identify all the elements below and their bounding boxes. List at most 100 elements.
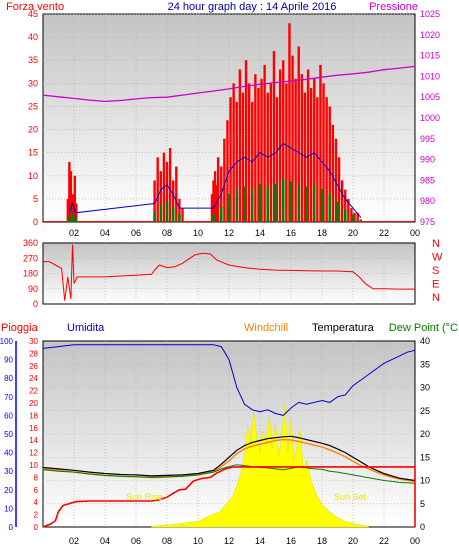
rain-time-tick-label: 08 xyxy=(162,536,172,546)
humidity-tick-label: 100 xyxy=(0,337,14,346)
pressure-line xyxy=(42,65,416,103)
solar-radiation-series xyxy=(151,404,369,528)
rain-time-tick-label: 12 xyxy=(224,536,234,546)
rain-axis-label: Pioggia xyxy=(1,322,39,334)
temperature-tick-label: 15 xyxy=(420,452,430,462)
humidity-tick-label: 50 xyxy=(4,430,13,439)
temperature-tick-label: 25 xyxy=(420,406,430,416)
pressure-tick-label: 990 xyxy=(420,155,435,165)
rain-tick-label: 20 xyxy=(29,399,38,408)
rain-tick-label: 8 xyxy=(34,473,39,482)
wind-speed-ticks: 0 5 10 15 20 25 30 35 40 45 xyxy=(28,9,38,227)
temperature-tick-label: 0 xyxy=(420,522,425,532)
direction-grid xyxy=(43,243,415,304)
mean-wind-series xyxy=(68,142,362,218)
pressure-tick-label: 1025 xyxy=(420,9,440,19)
wind-time-tick-label: 20 xyxy=(348,228,358,238)
windchill-label: Windchill xyxy=(244,322,288,334)
temperature-tick-label: 40 xyxy=(420,336,430,346)
wind-time-tick-label: 02 xyxy=(69,228,79,238)
pressure-ticks: 975 980 985 990 995 1000 1005 1010 1015 1020 1025 xyxy=(420,9,440,227)
rain-line xyxy=(42,466,415,528)
rain-tick-label: 26 xyxy=(29,362,38,371)
wind-tick-label: 15 xyxy=(28,148,38,158)
rain-tick-label: 22 xyxy=(29,387,38,396)
humidity-tick-label: 30 xyxy=(4,467,13,476)
wind-pressure-panel: Forza vento 24 hour graph day : 14 April… xyxy=(6,1,440,238)
rain-time-ticks: 02 04 06 08 10 12 14 16 18 20 22 00 xyxy=(69,536,420,546)
pressure-tick-label: 1000 xyxy=(420,113,440,123)
wind-time-tick-label: 22 xyxy=(379,228,389,238)
wind-tick-label: 45 xyxy=(28,9,38,19)
wind-tick-label: 20 xyxy=(28,125,38,135)
sunrise-annotation: Sun Rise xyxy=(126,492,163,502)
rain-time-tick-label: 14 xyxy=(255,536,265,546)
humidity-tick-label: 10 xyxy=(4,504,13,513)
rain-series xyxy=(42,466,416,528)
dewpoint-series xyxy=(42,464,416,484)
humidity-series xyxy=(42,344,416,416)
temperature-tick-label: 10 xyxy=(420,476,430,486)
rain-time-tick-label: 22 xyxy=(379,536,389,546)
wind-time-tick-label: 06 xyxy=(131,228,141,238)
temperature-tick-label: 35 xyxy=(420,359,430,369)
rain-tick-label: 4 xyxy=(34,498,39,507)
wind-tick-label: 0 xyxy=(33,217,38,227)
pressure-tick-label: 1020 xyxy=(420,30,440,40)
direction-ticks: 0 90 180 270 360 xyxy=(23,238,38,309)
direction-tick-label: 180 xyxy=(23,269,38,279)
humidity-tick-label: 0 xyxy=(9,523,14,532)
direction-tick-label: 0 xyxy=(33,299,38,309)
compass-label: S xyxy=(432,265,439,277)
rain-tick-label: 28 xyxy=(29,349,38,358)
compass-label: N xyxy=(432,292,440,304)
rain-time-tick-label: 18 xyxy=(317,536,327,546)
rain-time-tick-label: 04 xyxy=(100,536,110,546)
rain-tick-label: 6 xyxy=(34,486,39,495)
humidity-ticks: 0 10 20 30 40 50 60 70 80 90 100 xyxy=(0,337,17,532)
wind-direction-line xyxy=(43,244,415,301)
rain-time-tick-label: 00 xyxy=(410,536,420,546)
wind-tick-label: 5 xyxy=(33,194,38,204)
temperature-label: Temperatura xyxy=(312,322,375,334)
rain-tick-label: 0 xyxy=(34,523,39,532)
wind-speed-axis-label: Forza vento xyxy=(6,1,64,13)
wind-pressure-plot-area xyxy=(42,13,416,223)
wind-tick-label: 40 xyxy=(28,32,38,42)
direction-tick-label: 360 xyxy=(23,238,38,248)
humidity-tick-label: 70 xyxy=(4,393,13,402)
temperature-tick-label: 5 xyxy=(420,499,425,509)
humidity-tick-label: 80 xyxy=(4,374,13,383)
pressure-tick-label: 980 xyxy=(420,196,435,206)
dewpoint-line xyxy=(42,464,416,484)
compass-label: N xyxy=(432,238,440,250)
rain-tick-label: 12 xyxy=(29,449,38,458)
wind-time-tick-label: 18 xyxy=(317,228,327,238)
wind-time-ticks: 02 04 06 08 10 12 14 16 18 20 22 00 xyxy=(69,228,420,238)
rain-humidity-temperature-panel: Pioggia Umidita Windchill Temperatura De… xyxy=(0,322,458,546)
compass-label: W xyxy=(432,252,443,264)
rain-tick-label: 2 xyxy=(34,511,39,520)
solar-area xyxy=(151,404,369,528)
sunset-annotation: Sun Set xyxy=(334,492,367,502)
temperature-tick-label: 30 xyxy=(420,383,430,393)
wind-pressure-grid xyxy=(43,13,415,222)
wind-tick-label: 35 xyxy=(28,55,38,65)
compass-label: E xyxy=(432,279,439,291)
humidity-tick-label: 60 xyxy=(4,411,13,420)
wind-time-tick-label: 08 xyxy=(162,228,172,238)
direction-tick-label: 270 xyxy=(23,253,38,263)
humidity-axis-label: Umidita xyxy=(67,322,105,334)
pressure-tick-label: 1015 xyxy=(420,51,440,61)
temperature-tick-label: 20 xyxy=(420,429,430,439)
temperature-ticks: 0 5 10 15 20 25 30 35 40 xyxy=(420,336,430,532)
wind-time-tick-label: 16 xyxy=(286,228,296,238)
mean-wind-line xyxy=(68,142,362,218)
wind-time-tick-label: 12 xyxy=(224,228,234,238)
dewpoint-label: Dew Point (°C xyxy=(389,322,458,334)
rain-time-tick-label: 10 xyxy=(193,536,203,546)
